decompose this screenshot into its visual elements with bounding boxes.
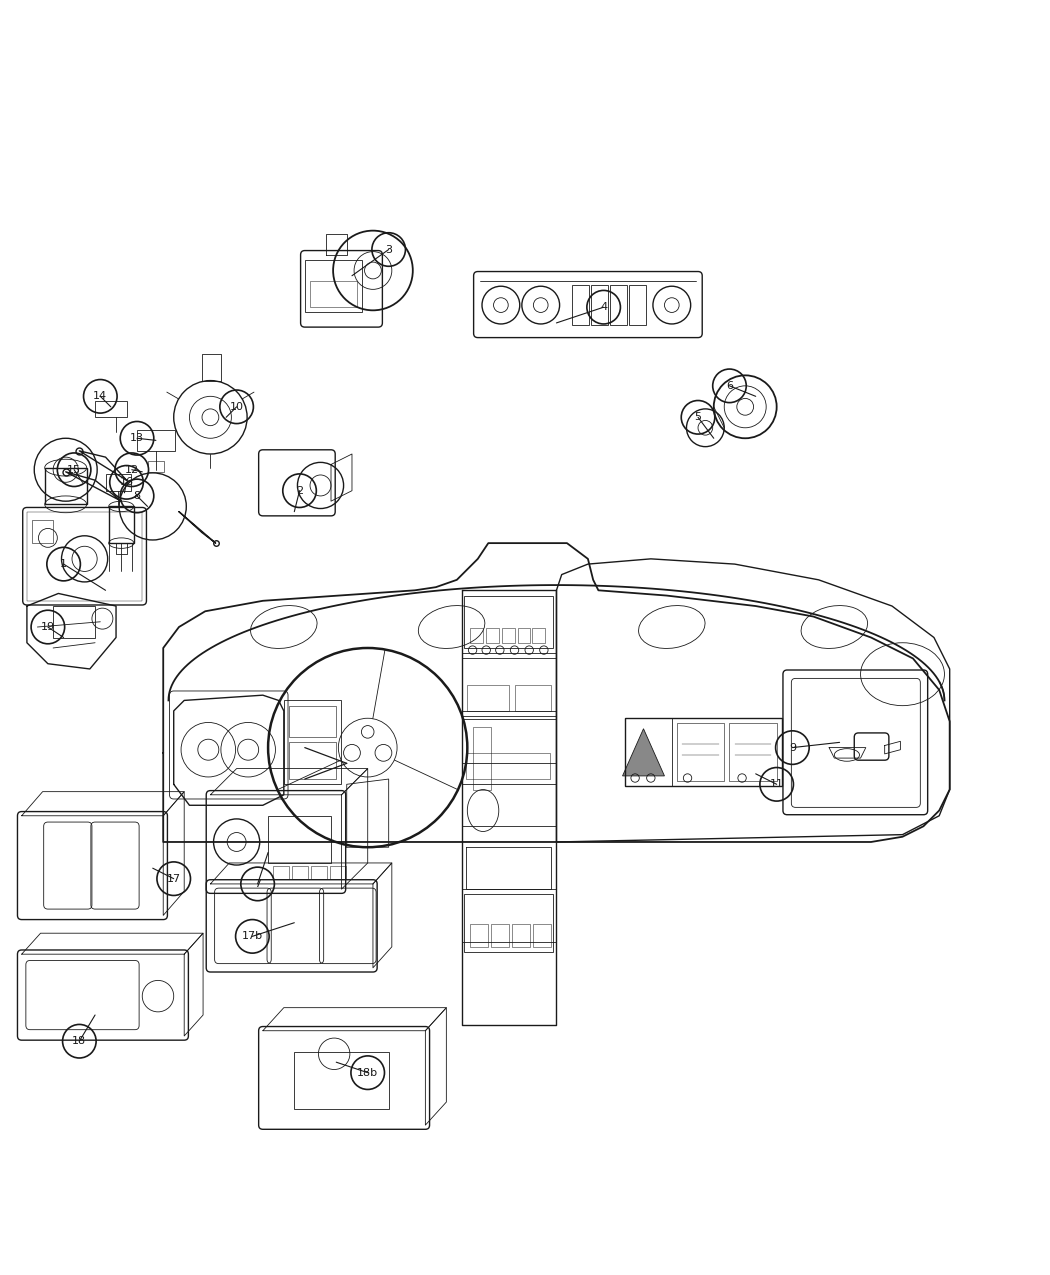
Text: 8: 8 xyxy=(133,491,141,501)
Text: 19: 19 xyxy=(41,622,55,632)
Text: 11: 11 xyxy=(770,779,783,789)
Text: 18: 18 xyxy=(72,1037,86,1047)
Text: 14: 14 xyxy=(93,391,107,402)
Text: 7: 7 xyxy=(254,878,261,889)
Polygon shape xyxy=(623,729,665,776)
Text: 10: 10 xyxy=(230,402,244,412)
Text: 4: 4 xyxy=(601,302,607,312)
Text: 9: 9 xyxy=(789,742,796,752)
Text: 13: 13 xyxy=(130,434,144,444)
Text: 15: 15 xyxy=(67,464,81,474)
Text: 6: 6 xyxy=(726,381,733,391)
Text: 5: 5 xyxy=(694,412,701,422)
Text: 18b: 18b xyxy=(357,1067,378,1077)
Text: 12: 12 xyxy=(125,464,139,474)
Text: 17b: 17b xyxy=(242,931,262,941)
Text: 16: 16 xyxy=(120,477,133,487)
Text: 2: 2 xyxy=(296,486,303,496)
Text: 3: 3 xyxy=(385,245,393,255)
Text: 1: 1 xyxy=(60,560,67,569)
Text: 17: 17 xyxy=(167,873,181,884)
